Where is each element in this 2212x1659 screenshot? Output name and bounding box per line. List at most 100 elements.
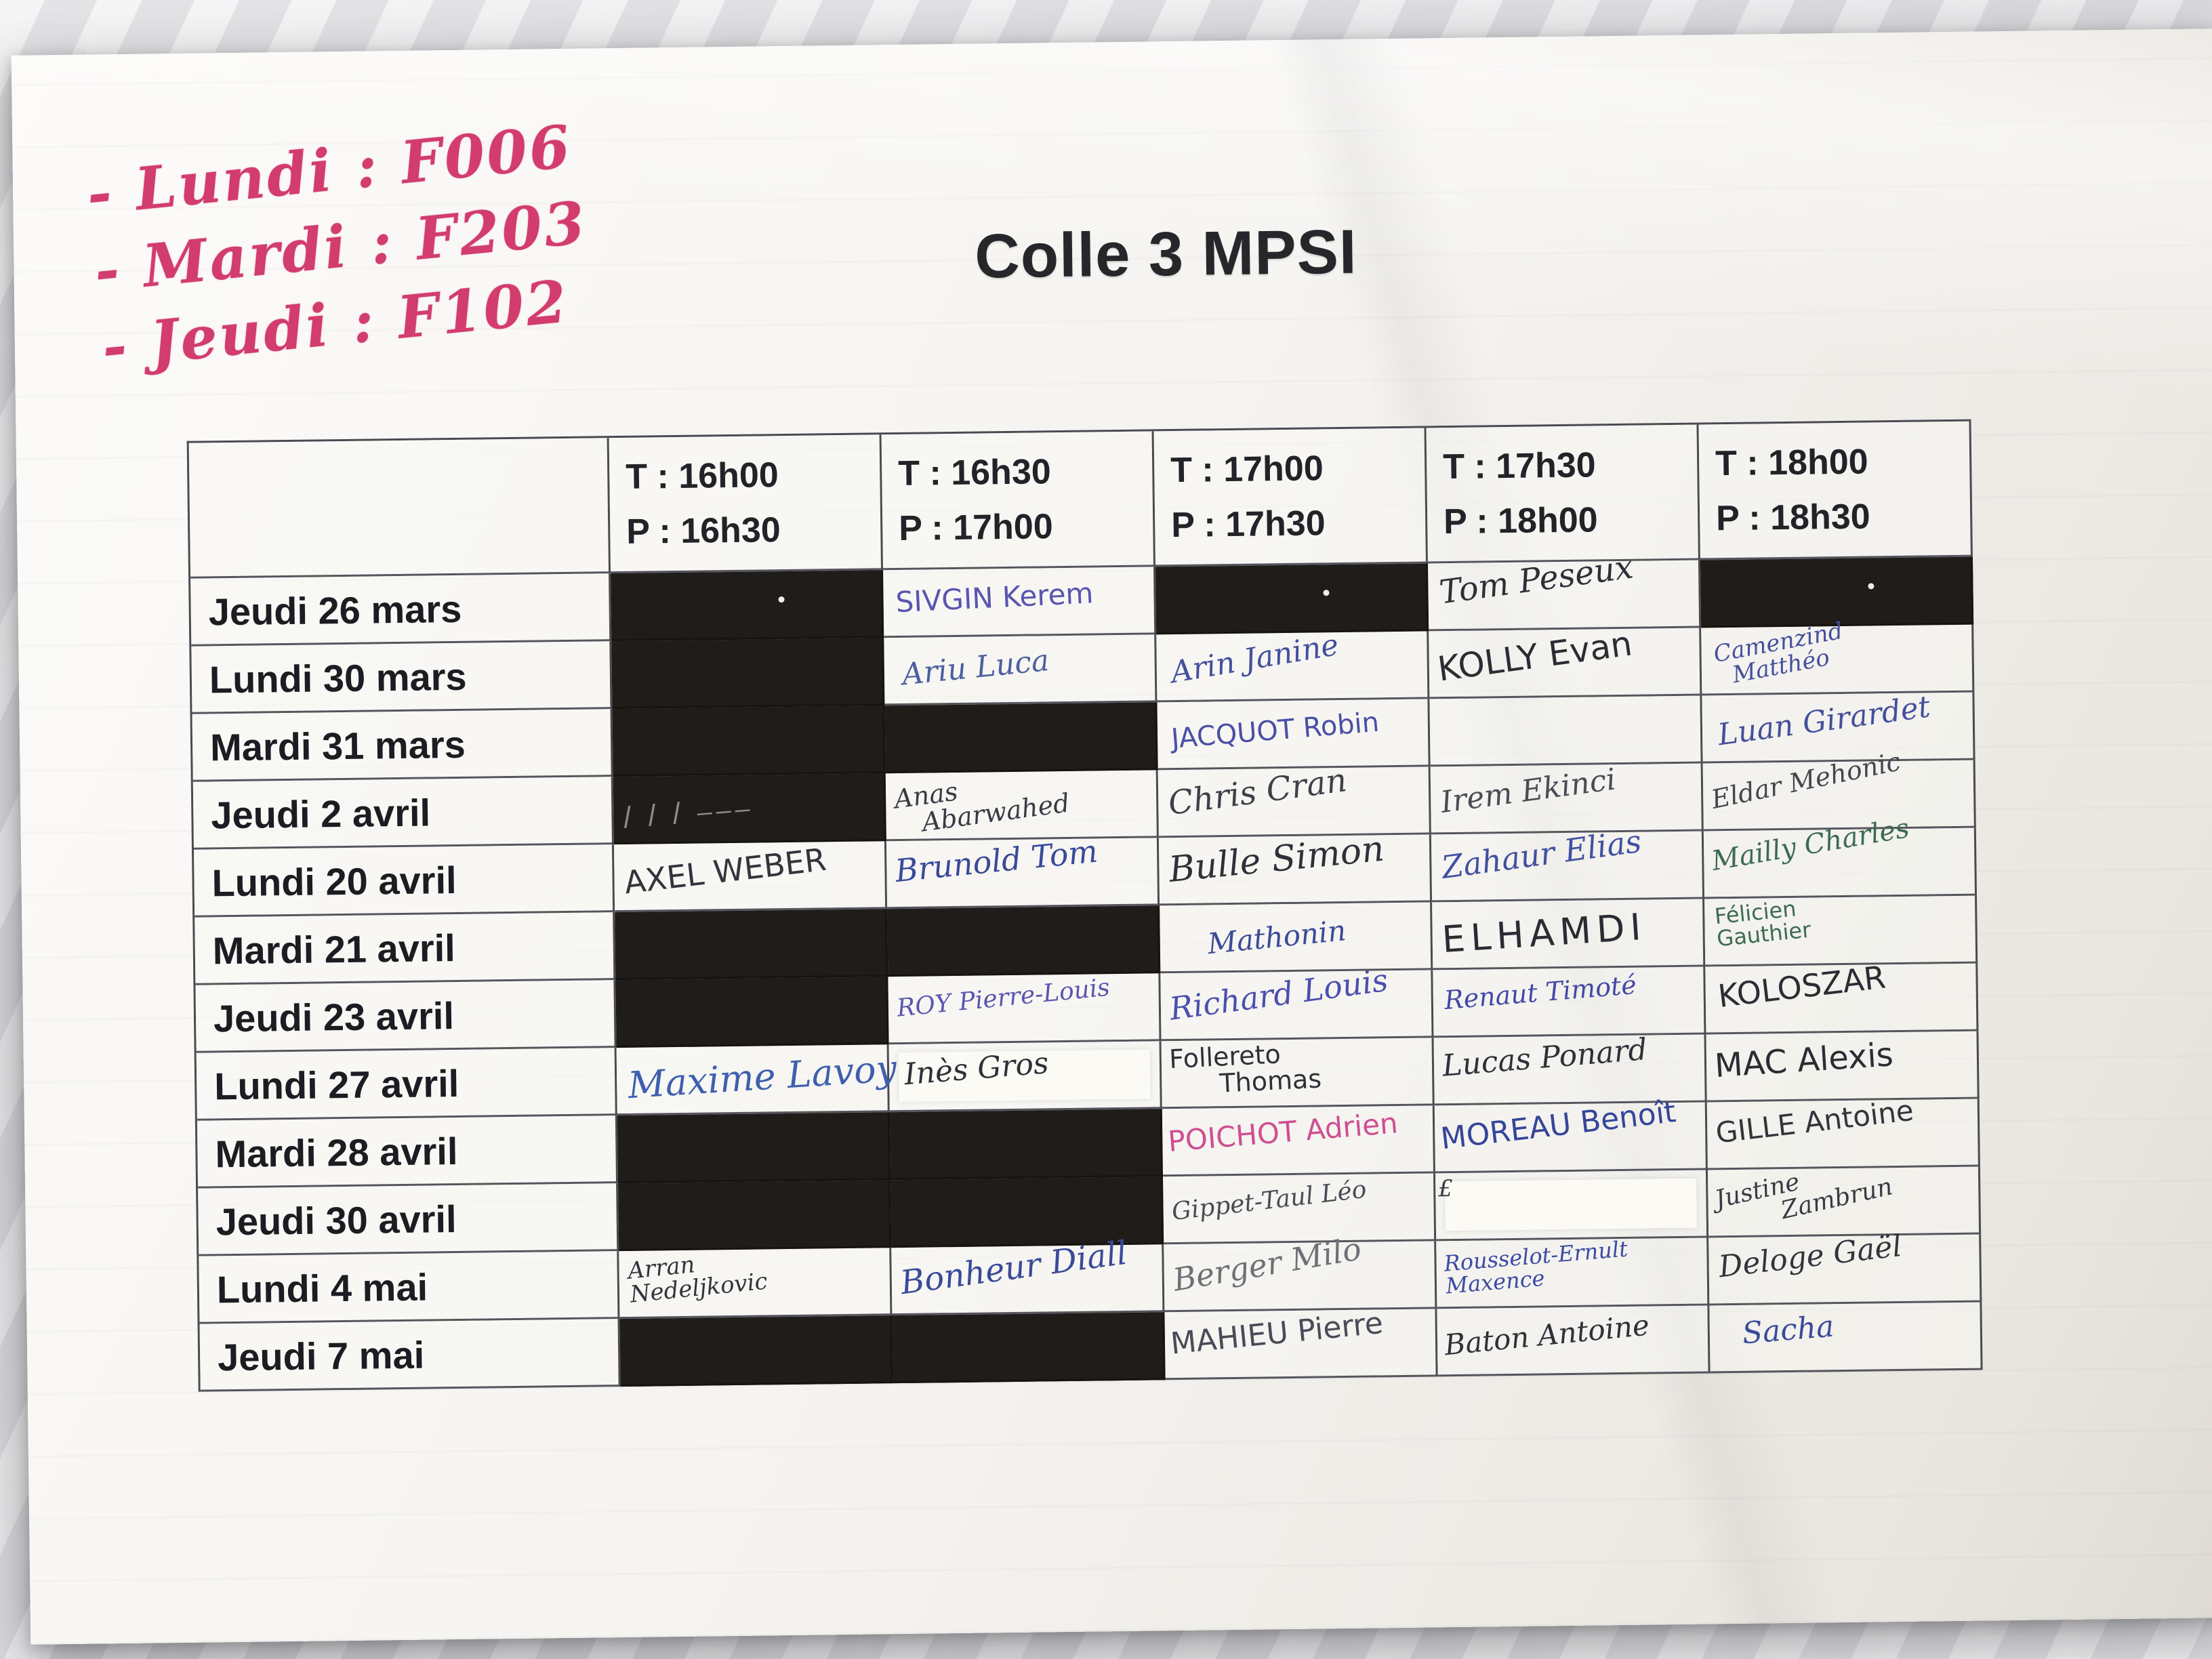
blacked-out-cell [611, 638, 885, 710]
date-cell: Lundi 27 avril [196, 1048, 617, 1121]
handwritten-name: Camenzind Matthéo [1711, 617, 1845, 692]
date-cell: Mardi 31 mars [192, 709, 613, 782]
handwritten-name: POICHOT Adrien [1166, 1106, 1399, 1158]
handwritten-name: Maxime Lavoy [626, 1046, 898, 1107]
handwritten-name: KOLOSZAR [1716, 958, 1888, 1015]
time-slot-label: T : 17h00 P : 17h30 [1170, 449, 1326, 545]
signup-cell: Rousselot-Ernult Maxence [1436, 1235, 1710, 1309]
date-cell: Jeudi 23 avril [195, 980, 617, 1053]
signup-cell: Sacha [1709, 1302, 1983, 1374]
date-cell: Jeudi 26 mars [190, 573, 612, 647]
time-header-cell: T : 17h00 P : 17h30 [1153, 428, 1428, 567]
handwritten-name: Brunold Tom [893, 832, 1100, 890]
signup-cell: Tom Peseux [1427, 548, 1702, 632]
signup-cell: Bulle Simon [1158, 828, 1433, 906]
handwritten-name: Chris Cran [1166, 761, 1349, 823]
signup-cell: ROY Pierre-Louis [888, 973, 1162, 1045]
blacked-out-cell [618, 1180, 892, 1252]
empty-slot-cell [1429, 695, 1703, 767]
blacked-out-cell [884, 702, 1158, 774]
page-title: Colle 3 MPSI [974, 217, 1358, 291]
date-cell: Jeudi 2 avril [192, 777, 614, 850]
signup-cell: Mailly Charles [1703, 813, 1978, 899]
handwritten-name: Rousselot-Ernult Maxence [1443, 1235, 1629, 1299]
blacked-out-cell [617, 1112, 891, 1184]
handwritten-name: Lucas Ponard [1441, 1032, 1649, 1084]
handwritten-name: Luan Girardet [1715, 689, 1933, 753]
blacked-out-cell [889, 1109, 1163, 1181]
handwritten-name: KOLLY Evan [1435, 623, 1635, 689]
signup-cell: Maxime Lavoy [616, 1044, 898, 1116]
paper-sheet: - Lundi : F006- Mardi : F203- Jeudi : F1… [11, 28, 2212, 1645]
schedule-table: T : 16h00 P : 16h30 T : 16h30 P : 17h00 T … [186, 419, 1983, 1392]
blacked-out-cell [892, 1312, 1166, 1384]
blacked-out-cell [619, 1315, 893, 1387]
signup-cell: Mathonin [1160, 902, 1433, 974]
signup-cell: Richard Louis [1160, 962, 1434, 1042]
correction-tape [1445, 1178, 1697, 1231]
blacked-out-cell [611, 570, 884, 642]
signup-cell: Berger Milo [1164, 1230, 1437, 1313]
handwritten-name: Follereto Thomas [1168, 1039, 1323, 1101]
handwritten-name: Sacha [1740, 1309, 1836, 1351]
signup-cell: MOREAU Benoît [1434, 1094, 1708, 1174]
signup-cell: Brunold Tom [886, 832, 1160, 909]
blacked-out-cell [1155, 563, 1429, 635]
handwritten-name: Ariu Luca [900, 642, 1051, 693]
handwritten-name: Mathonin [1206, 914, 1348, 961]
signup-cell: Anas Abarwahed [885, 770, 1159, 842]
handwritten-name: GILLE Antoine [1714, 1093, 1916, 1150]
signup-cell: MAHIEU Pierre [1164, 1305, 1438, 1380]
signup-cell: Bonheur Diall [891, 1234, 1165, 1316]
handwritten-name: Anas Abarwahed [892, 776, 1071, 840]
signup-cell: Follereto Thomas [1161, 1038, 1435, 1109]
signup-cell: Luan Girardet [1702, 689, 1975, 764]
blacked-out-cell: / / / ⎯⎯⎯ [613, 773, 886, 845]
pencil-scribble: / / / ⎯⎯⎯ [621, 790, 756, 835]
handwritten-name: JACQUOT Robin [1170, 706, 1380, 755]
date-cell: Jeudi 7 mai [199, 1319, 621, 1392]
blacked-out-cell [887, 905, 1161, 977]
signup-cell: JACQUOT Robin [1157, 699, 1431, 771]
signup-cell: Renaut Timoté [1433, 966, 1706, 1038]
signup-cell: AXEL WEBER [613, 841, 888, 913]
time-header-cell: T : 17h30 P : 18h00 [1426, 424, 1700, 564]
time-header-cell: T : 18h00 P : 18h30 [1698, 421, 1973, 560]
handwritten-name: Bulle Simon [1167, 828, 1387, 890]
signup-cell: SIVGIN Kerem [883, 567, 1157, 638]
handwritten-name: ELHAMDI [1440, 905, 1648, 962]
signup-cell: Ariu Luca [884, 634, 1158, 706]
handwritten-name: Gippet-Taul Léo [1170, 1175, 1368, 1227]
handwritten-name: Baton Antoine [1443, 1308, 1651, 1362]
table-corner-cell [188, 438, 611, 579]
blacked-out-cell [615, 909, 888, 981]
handwritten-name: MAHIEU Pierre [1169, 1305, 1385, 1361]
signup-cell: £ [1435, 1170, 1709, 1242]
time-header-cell: T : 16h00 P : 16h30 [609, 434, 884, 574]
handwritten-name: Arran Nedeljkovic [626, 1251, 769, 1309]
date-cell: Mardi 21 avril [194, 912, 616, 985]
signup-cell: Baton Antoine [1437, 1305, 1711, 1377]
room-annotations: - Lundi : F006- Mardi : F203- Jeudi : F1… [83, 108, 598, 386]
date-cell: Mardi 28 avril [197, 1115, 619, 1189]
signup-cell: ELHAMDI [1432, 899, 1706, 970]
date-cell: Lundi 4 mai [199, 1251, 620, 1324]
signup-cell: Chris Cran [1158, 761, 1431, 838]
blacked-out-cell [615, 977, 889, 1048]
handwritten-name: Irem Ekinci [1438, 762, 1618, 820]
signup-cell: MAC Alexis [1706, 1031, 1980, 1103]
signup-cell: Eldar Mehonic [1702, 746, 1976, 832]
time-slot-label: T : 16h30 P : 17h00 [897, 452, 1054, 548]
date-cell: Lundi 20 avril [193, 844, 615, 918]
signup-cell: Arin Janine [1156, 627, 1430, 703]
handwritten-name: SIVGIN Kerem [895, 576, 1094, 619]
handwritten-name: Renaut Timoté [1443, 969, 1638, 1016]
handwritten-name: Deloge Gaël [1717, 1228, 1904, 1285]
time-slot-label: T : 17h30 P : 18h00 [1442, 445, 1598, 541]
time-slot-label: T : 16h00 P : 16h30 [625, 455, 781, 552]
date-cell: Lundi 30 mars [191, 641, 613, 714]
signup-cell: Camenzind Matthéo [1701, 617, 1975, 696]
handwritten-name: ROY Pierre-Louis [895, 973, 1111, 1023]
handwritten-name: Arin Janine [1168, 627, 1341, 691]
